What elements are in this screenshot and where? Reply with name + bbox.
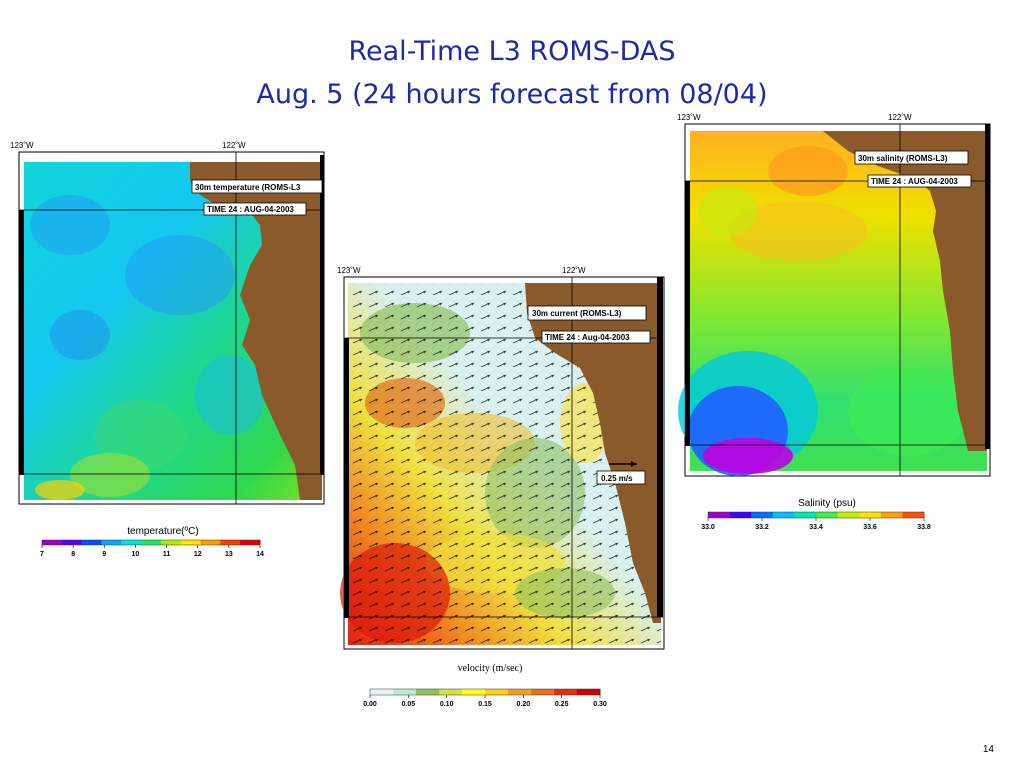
temp-colorbar-frame	[41, 539, 261, 546]
current-colorbar-segment	[439, 689, 463, 695]
salinity-colorbar-segment	[751, 512, 774, 518]
salinity-colorbar-segment	[794, 512, 817, 518]
temp-colorbar-tick-label: 7	[40, 551, 44, 558]
current-colorbar-segment	[554, 689, 578, 695]
current-colorbar-title: velocity (m/sec)	[458, 663, 523, 674]
temp-land	[190, 162, 322, 500]
salinity-colorbar-ticks: 33.0 33.2 33.4 33.6 33.8	[701, 518, 931, 531]
salinity-colorbar-title: Salinity (psu)	[798, 498, 856, 509]
temp-colorbar	[41, 539, 261, 546]
slide-title-line1: Real-Time L3 ROMS-DAS	[348, 36, 676, 67]
temp-colorbar-tick-label: 10	[132, 551, 140, 558]
temp-colorbar-segment	[240, 540, 261, 545]
salinity-colorbar	[707, 511, 925, 519]
temp-colorbar-tick-label: 8	[71, 551, 75, 558]
current-colorbar-tick-label: 0.10	[440, 701, 454, 708]
salinity-panel: 123˚W 122˚W 30m salinity (ROMS-L3) TIME …	[668, 111, 1008, 541]
salinity-colorbar-segment	[729, 512, 752, 518]
temp-lon-right: 122˚W	[222, 141, 246, 150]
salinity-colorbar-tick-label: 33.2	[755, 524, 769, 531]
salinity-colorbar-segment	[816, 512, 839, 518]
salinity-colorbar-segment	[880, 512, 903, 518]
temp-colorbar-tick-label: 9	[102, 551, 106, 558]
salinity-colorbar-tick-label: 33.4	[809, 524, 823, 531]
temp-colorbar-segment	[160, 540, 182, 545]
temp-colorbar-segment	[180, 540, 202, 545]
current-lon-left: 123˚W	[337, 266, 361, 275]
temp-colorbar-segment	[220, 540, 241, 545]
current-time-label: TIME 24 : Aug-04-2003	[545, 333, 630, 342]
temp-time-label: TIME 24 : AUG-04-2003	[207, 205, 294, 214]
temp-colorbar-ticks: 7 8 9 10 11 12 13 14	[40, 545, 264, 558]
salinity-colorbar-tick-label: 33.0	[701, 524, 715, 531]
current-colorbar-tick-label: 0.00	[363, 701, 377, 708]
salinity-lon-left: 123˚W	[677, 113, 701, 122]
current-colorbar	[369, 688, 601, 696]
salinity-box-label: 30m salinity (ROMS-L3)	[858, 154, 948, 163]
temp-colorbar-segment	[61, 540, 83, 545]
current-colorbar-segment	[485, 689, 509, 695]
temp-colorbar-segment	[141, 540, 162, 545]
current-colorbar-ticks: 0.00 0.05 0.10 0.15 0.20 0.25 0.30	[363, 695, 607, 708]
page-number: 14	[982, 744, 994, 755]
salinity-time-label: TIME 24 : AUG-04-2003	[871, 177, 958, 186]
temperature-panel: 123˚W 122˚W 30m temperature (ROMS-L3 TIM…	[0, 135, 340, 575]
current-panel: 123˚W 122˚W 30m current (ROMS-L3) TIME 2…	[335, 263, 665, 718]
temp-colorbar-segment	[42, 540, 63, 545]
current-colorbar-tick-label: 0.30	[593, 701, 607, 708]
temp-box-label: 30m temperature (ROMS-L3	[195, 183, 301, 192]
temp-colorbar-tick-label: 11	[163, 551, 171, 558]
current-colorbar-tick-label: 0.15	[478, 701, 492, 708]
temp-colorbar-segment	[200, 540, 221, 545]
temp-colorbar-segment	[101, 540, 122, 545]
temp-lon-left: 123˚W	[10, 141, 34, 150]
salinity-lon-right: 122˚W	[888, 113, 912, 122]
current-colorbar-tick-label: 0.05	[402, 701, 416, 708]
temp-colorbar-title: temperature(ºC)	[127, 526, 198, 537]
current-colorbar-segment	[393, 689, 417, 695]
current-colorbar-tick-label: 0.25	[555, 701, 569, 708]
current-colorbar-tick-label: 0.20	[517, 701, 531, 708]
current-colorbar-segment	[531, 689, 555, 695]
temp-colorbar-tick-label: 14	[256, 551, 264, 558]
current-colorbar-segment	[416, 689, 440, 695]
temp-colorbar-segment	[121, 540, 142, 545]
current-colorbar-segment	[370, 689, 394, 695]
current-colorbar-segment	[577, 689, 601, 695]
salinity-colorbar-segment	[859, 512, 882, 518]
current-lon-right: 122˚W	[562, 266, 586, 275]
salinity-colorbar-segment	[772, 512, 795, 518]
current-colorbar-segment	[508, 689, 532, 695]
temp-colorbar-tick-label: 12	[194, 551, 202, 558]
current-box-label: 30m current (ROMS-L3)	[532, 309, 622, 318]
temp-colorbar-segment	[81, 540, 102, 545]
current-colorbar-segment	[462, 689, 486, 695]
salinity-colorbar-tick-label: 33.6	[863, 524, 877, 531]
current-land	[525, 283, 661, 623]
salinity-colorbar-segment	[902, 512, 925, 518]
temp-colorbar-tick-label: 13	[225, 551, 233, 558]
salinity-land	[823, 131, 987, 451]
salinity-colorbar-segment	[837, 512, 860, 518]
slide-title-line2: Aug. 5 (24 hours forecast from 08/04)	[256, 79, 768, 110]
current-scale-label: 0.25 m/s	[601, 474, 633, 483]
salinity-colorbar-segment	[708, 512, 731, 518]
salinity-colorbar-tick-label: 33.8	[917, 524, 931, 531]
